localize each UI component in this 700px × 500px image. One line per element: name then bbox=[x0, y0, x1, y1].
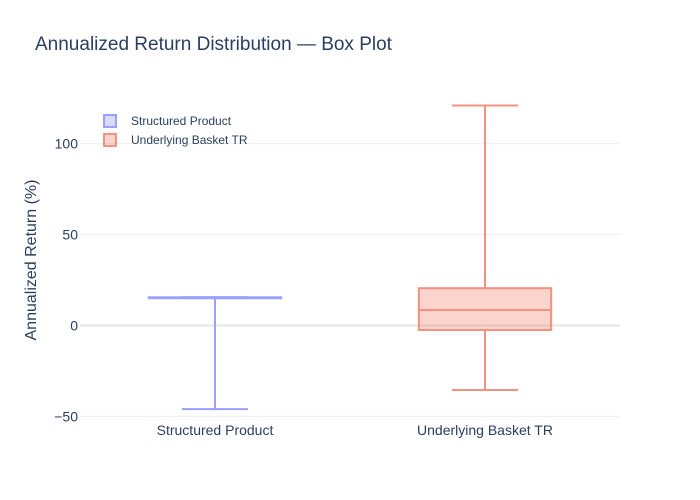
legend-item[interactable]: Underlying Basket TR bbox=[103, 133, 248, 147]
x-tick-label: Structured Product bbox=[157, 422, 274, 438]
y-tick-label: 0 bbox=[70, 317, 78, 333]
legend-item[interactable]: Structured Product bbox=[103, 114, 232, 128]
box-layer bbox=[147, 104, 553, 411]
y-tick-label: −50 bbox=[54, 408, 78, 424]
box-underlying-basket-tr bbox=[417, 104, 553, 391]
legend-swatch bbox=[103, 114, 117, 128]
legend-label: Underlying Basket TR bbox=[131, 133, 248, 147]
y-tick-labels: −50 0 50 100 bbox=[54, 136, 78, 425]
x-tick-labels: Structured Product Underlying Basket TR bbox=[157, 422, 553, 438]
x-tick-label: Underlying Basket TR bbox=[417, 422, 553, 438]
legend: Structured Product Underlying Basket TR bbox=[103, 114, 248, 147]
y-axis-title: Annualized Return (%) bbox=[23, 180, 40, 341]
y-tick-label: 100 bbox=[55, 136, 79, 152]
y-tick-label: 50 bbox=[62, 227, 78, 243]
box-structured-product bbox=[147, 296, 283, 411]
legend-label: Structured Product bbox=[131, 114, 232, 128]
legend-swatch bbox=[103, 133, 117, 147]
grid-layer bbox=[80, 143, 620, 417]
chart-title: Annualized Return Distribution — Box Plo… bbox=[35, 34, 393, 55]
